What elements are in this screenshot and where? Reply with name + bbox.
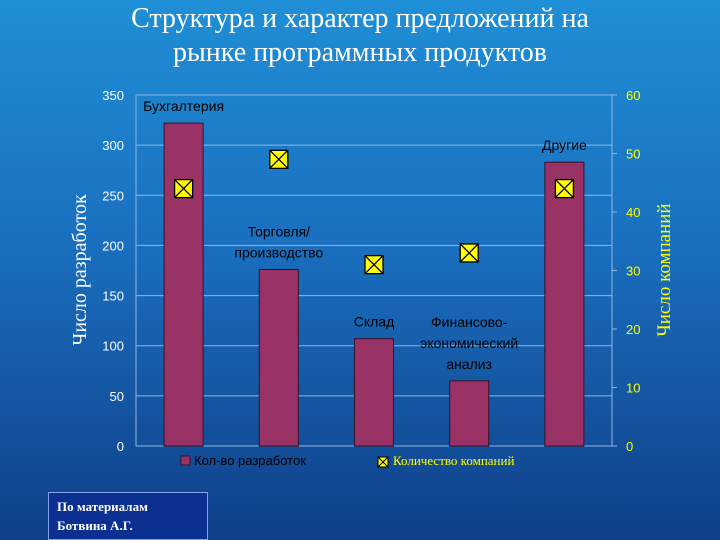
- y-right-tick-label: 10: [626, 381, 640, 396]
- y-right-tick-label: 50: [626, 147, 640, 162]
- bar-chart: 0 50 100 150 200 250 300 350 0 10 20 30 40 50 60 Число …: [69, 88, 675, 468]
- category-label: производство: [234, 244, 323, 260]
- y-left-tick-label: 50: [110, 389, 124, 404]
- slide-title-line-1: Структура и характер предложений на: [131, 3, 589, 34]
- company-count-marker-cross: [174, 179, 194, 199]
- bar: [258, 268, 299, 447]
- y-left-tick-label: 250: [102, 188, 124, 203]
- y-right-tick-label: 40: [626, 205, 640, 220]
- y-right-axis-title: Число компаний: [654, 203, 675, 336]
- category-label: Бухгалтерия: [143, 98, 224, 114]
- category-label: анализ: [446, 356, 492, 372]
- y-left-tick-label: 350: [102, 88, 124, 103]
- y-right-tick-label: 60: [626, 88, 640, 103]
- y-right-tick-label: 20: [626, 322, 640, 337]
- category-label: Другие: [542, 137, 587, 153]
- legend-swatch-bar: [180, 455, 191, 466]
- category-label: Финансово-: [431, 314, 508, 330]
- slide-title-line-2: рынке программных продуктов: [172, 37, 547, 68]
- category-label: Торговля/: [248, 223, 310, 239]
- y-left-tick-label: 150: [102, 289, 124, 304]
- bar: [449, 380, 490, 447]
- bar: [163, 122, 204, 447]
- company-count-marker-cross: [364, 255, 384, 275]
- y-left-tick-label: 100: [102, 339, 124, 354]
- source-note-line-1: По материалам: [57, 499, 148, 514]
- company-count-marker-cross: [269, 149, 289, 169]
- company-count-marker-cross: [459, 243, 479, 263]
- y-left-axis-title: Число разработок: [69, 194, 91, 346]
- slide-title: Структура и характер предложений на рынк…: [0, 2, 720, 70]
- y-left-tick-label: 200: [102, 238, 124, 253]
- y-right-tick-label: 30: [626, 264, 640, 279]
- source-note-line-2: Ботвина А.Г.: [57, 518, 133, 533]
- y-left-tick-label: 300: [102, 138, 124, 153]
- company-count-marker-cross: [554, 179, 574, 199]
- legend-label-bar: Кол-во разработок: [194, 453, 306, 468]
- legend-swatch-marker-cross: [377, 456, 389, 468]
- category-label: экономический: [420, 335, 518, 351]
- legend-label-marker: Количество компаний: [393, 453, 514, 468]
- bar: [354, 338, 394, 447]
- y-right-tick-label: 0: [626, 439, 633, 454]
- source-note: По материалам Ботвина А.Г.: [48, 492, 208, 540]
- category-label: Склад: [354, 314, 395, 330]
- bar: [544, 161, 585, 447]
- y-left-tick-label: 0: [117, 439, 124, 454]
